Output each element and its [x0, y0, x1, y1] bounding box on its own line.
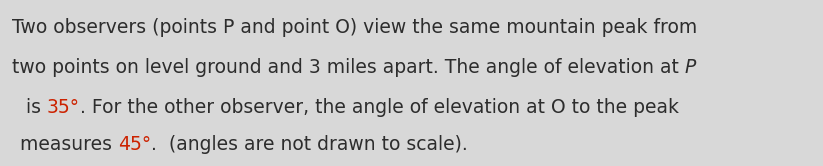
Text: . For the other observer, the angle of elevation at O to the peak: . For the other observer, the angle of e… [80, 98, 679, 117]
Text: Two observers (points P and point O) view the same mountain peak from: Two observers (points P and point O) vie… [12, 18, 697, 37]
Text: is: is [20, 98, 47, 117]
Text: 45°: 45° [118, 135, 151, 154]
Text: P: P [685, 58, 696, 77]
Text: 35°: 35° [47, 98, 80, 117]
Text: .  (angles are not drawn to scale).: . (angles are not drawn to scale). [151, 135, 467, 154]
Text: measures: measures [20, 135, 118, 154]
Text: two points on level ground and 3 miles apart. The angle of elevation at: two points on level ground and 3 miles a… [12, 58, 685, 77]
